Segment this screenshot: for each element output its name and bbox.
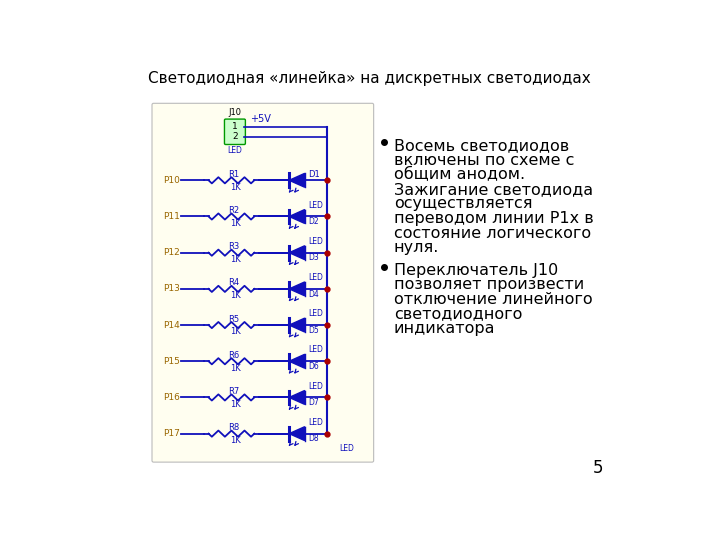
Text: осуществляется: осуществляется (394, 197, 532, 212)
Text: включены по схеме с: включены по схеме с (394, 153, 574, 167)
Text: R3: R3 (228, 242, 240, 251)
Text: 1K: 1K (230, 219, 240, 228)
Text: LED: LED (309, 418, 323, 427)
Text: 1K: 1K (230, 436, 240, 445)
Text: R6: R6 (228, 350, 240, 360)
Text: LED: LED (309, 237, 323, 246)
Text: +5V: +5V (251, 114, 271, 124)
Text: P14: P14 (163, 321, 181, 329)
Text: R5: R5 (228, 314, 240, 323)
Text: J10: J10 (228, 108, 241, 117)
Text: переводом линии P1x в: переводом линии P1x в (394, 211, 593, 226)
Text: D5: D5 (309, 326, 319, 335)
Text: R8: R8 (228, 423, 240, 432)
Text: 1K: 1K (230, 400, 240, 409)
Polygon shape (289, 354, 305, 368)
Text: P11: P11 (163, 212, 181, 221)
Text: LED: LED (309, 200, 323, 210)
Polygon shape (289, 318, 305, 332)
Text: 1K: 1K (230, 291, 240, 300)
Text: R4: R4 (228, 278, 240, 287)
Text: R7: R7 (228, 387, 240, 396)
Text: состояние логического: состояние логического (394, 226, 591, 241)
Text: Зажигание светодиода: Зажигание светодиода (394, 182, 593, 197)
Text: D8: D8 (309, 434, 319, 443)
Polygon shape (289, 210, 305, 224)
FancyBboxPatch shape (225, 119, 246, 145)
Text: 1K: 1K (230, 363, 240, 373)
Text: LED: LED (309, 345, 323, 354)
Text: R1: R1 (228, 170, 240, 179)
Text: светодиодного: светодиодного (394, 307, 522, 322)
Text: D4: D4 (309, 289, 319, 299)
Text: P17: P17 (163, 429, 181, 438)
Text: Восемь светодиодов: Восемь светодиодов (394, 138, 569, 153)
Text: 1: 1 (232, 122, 238, 131)
FancyBboxPatch shape (152, 103, 374, 462)
Text: LED: LED (309, 273, 323, 282)
Text: P10: P10 (163, 176, 181, 185)
Text: R2: R2 (228, 206, 240, 215)
Text: D6: D6 (309, 362, 319, 371)
Polygon shape (289, 282, 305, 296)
Text: P12: P12 (163, 248, 181, 257)
Text: позволяет произвести: позволяет произвести (394, 278, 584, 292)
Text: LED: LED (228, 146, 243, 154)
Text: 1K: 1K (230, 255, 240, 264)
Text: 1K: 1K (230, 327, 240, 336)
Text: D1: D1 (309, 170, 320, 179)
Text: Светодиодная «линейка» на дискретных светодиодах: Светодиодная «линейка» на дискретных све… (148, 71, 590, 86)
Text: LED: LED (309, 309, 323, 318)
Polygon shape (289, 390, 305, 404)
Text: отключение линейного: отключение линейного (394, 292, 593, 307)
Text: 1K: 1K (230, 183, 240, 192)
Text: P13: P13 (163, 285, 181, 293)
Text: LED: LED (309, 381, 323, 390)
Text: D3: D3 (309, 253, 319, 262)
Text: 5: 5 (593, 458, 603, 476)
Text: индикатора: индикатора (394, 321, 495, 336)
Text: P16: P16 (163, 393, 181, 402)
Polygon shape (289, 246, 305, 260)
Text: Переключатель J10: Переключатель J10 (394, 262, 558, 278)
Text: D7: D7 (309, 398, 319, 407)
Polygon shape (289, 173, 305, 187)
Text: LED: LED (339, 444, 354, 454)
Polygon shape (289, 427, 305, 441)
Text: нуля.: нуля. (394, 240, 439, 255)
Text: D2: D2 (309, 217, 319, 226)
Text: P15: P15 (163, 357, 181, 366)
Text: общим анодом.: общим анодом. (394, 167, 525, 182)
Text: 2: 2 (232, 132, 238, 141)
